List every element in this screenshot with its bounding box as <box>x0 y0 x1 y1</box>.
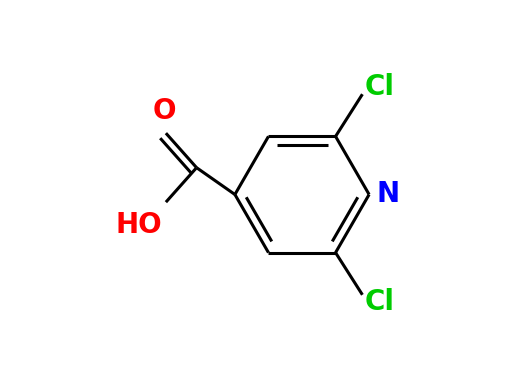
Text: N: N <box>376 180 399 209</box>
Text: Cl: Cl <box>365 288 394 316</box>
Text: HO: HO <box>115 210 162 238</box>
Text: O: O <box>152 97 176 125</box>
Text: Cl: Cl <box>365 73 394 101</box>
